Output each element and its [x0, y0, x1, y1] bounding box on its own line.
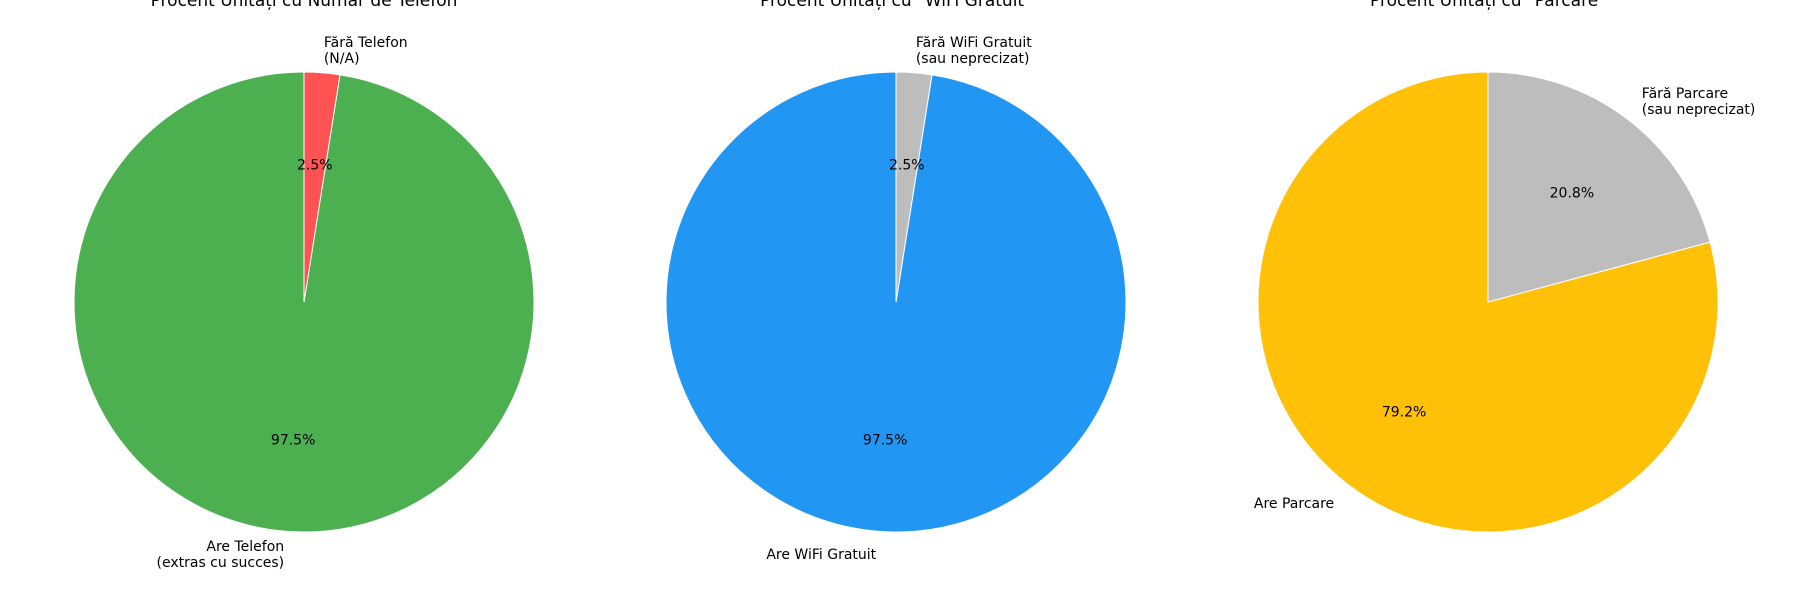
pie-chart-1: Procent Unități cu Număr de Telefon 97.5%… [73, 0, 535, 571]
pie-slice [1487, 71, 1711, 303]
slice-name-label: Are Telefon (extras cu succes) [157, 539, 285, 571]
slice-name-label: Fără Parcare (sau neprecizat) [1642, 86, 1756, 118]
pie-slice [303, 71, 341, 303]
slice-percent-label: 97.5% [271, 433, 315, 449]
slice-name-label: Are WiFi Gratuit [766, 547, 876, 563]
slice-percent-label: 2.5% [297, 157, 333, 173]
slice-percent-label: 97.5% [863, 433, 907, 449]
pie-chart-2: Procent Unități cu "WiFi Gratuit" 97.5% Ar… [665, 0, 1127, 563]
slice-percent-label: 2.5% [889, 157, 925, 173]
pie-slice [1257, 71, 1719, 533]
chart-title: Procent Unități cu "Parcare" [1370, 0, 1606, 11]
pie-slice [895, 71, 933, 303]
chart-title: Procent Unități cu "WiFi Gratuit" [760, 0, 1032, 11]
pie-chart-3: Procent Unități cu "Parcare" 79.2% Are Par… [1254, 0, 1756, 533]
slice-percent-label: 20.8% [1550, 185, 1594, 201]
slice-percent-label: 79.2% [1382, 405, 1426, 421]
slice-name-label: Fără WiFi Gratuit (sau neprecizat) [916, 35, 1032, 67]
chart-title: Procent Unități cu Număr de Telefon [151, 0, 458, 11]
slice-name-label: Fără Telefon (N/A) [324, 35, 408, 67]
slice-name-label: Are Parcare [1254, 496, 1334, 512]
